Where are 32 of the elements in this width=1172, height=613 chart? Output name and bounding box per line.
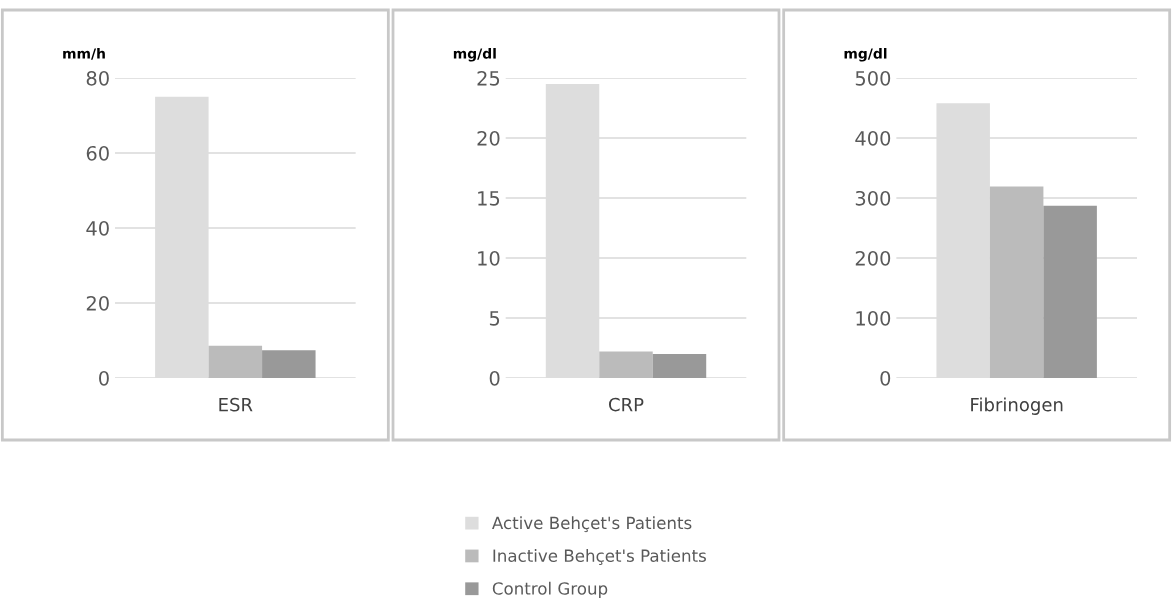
y-axis-title: mm/h (63, 48, 105, 60)
y-tick-label: 5 (489, 311, 500, 326)
bar (208, 345, 263, 378)
y-axis-title: mg/dl (844, 48, 887, 62)
bar (652, 354, 707, 378)
y-tick-label: 20 (86, 295, 109, 311)
legend-label: Control Group (492, 581, 608, 598)
bar (599, 351, 653, 378)
bar (989, 186, 1044, 378)
y-tick-label: 10 (478, 250, 500, 266)
y-tick-label: 0 (99, 370, 109, 386)
y-tick-label: 100 (856, 310, 891, 326)
y-tick-label: 200 (855, 250, 891, 266)
y-tick-label: 40 (86, 220, 109, 236)
y-tick-label: 25 (477, 70, 500, 86)
y-axis-title: mg/dl (453, 48, 496, 62)
y-tick-label: 80 (86, 70, 109, 86)
bar (1043, 205, 1097, 378)
y-tick-label: 400 (855, 130, 891, 146)
legend-label: Inactive Behçet's Patients (493, 549, 706, 565)
legend-label: Active Behçet's Patients (492, 516, 692, 533)
x-tick-label: Fibrinogen (971, 397, 1063, 415)
y-tick-label: 60 (86, 145, 109, 161)
bar (262, 350, 316, 378)
y-tick-label: 20 (477, 130, 500, 146)
x-tick-label: CRP (608, 397, 644, 412)
y-tick-label: 0 (880, 370, 891, 386)
y-tick-label: 0 (489, 370, 500, 386)
y-tick-label: 15 (478, 191, 500, 206)
x-tick-label: ESR (219, 397, 253, 412)
y-tick-label: 500 (855, 70, 891, 86)
y-tick-label: 300 (855, 190, 891, 206)
